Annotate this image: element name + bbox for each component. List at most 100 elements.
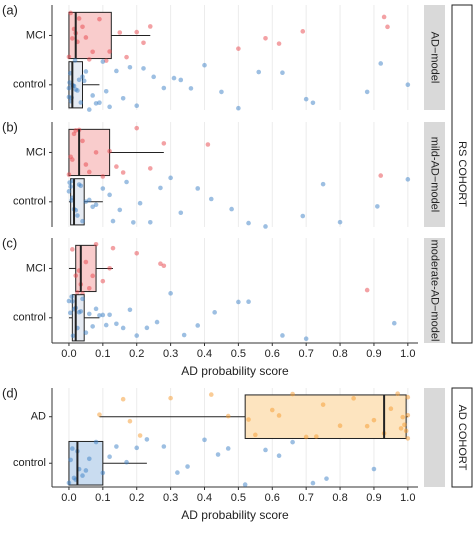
data-point: [405, 177, 411, 182]
data-point: [303, 96, 309, 102]
data-point: [124, 179, 129, 185]
data-point: [97, 313, 102, 318]
data-point: [134, 333, 140, 338]
data-point: [97, 16, 102, 22]
data-point: [388, 406, 394, 412]
data-point: [158, 185, 163, 191]
data-point: [86, 311, 92, 317]
data-point: [385, 24, 390, 30]
y-tick-label: control: [13, 457, 46, 469]
data-point: [134, 125, 140, 131]
data-point: [90, 93, 95, 98]
cohort-label: AD COHORT: [456, 405, 468, 471]
data-point: [269, 407, 275, 413]
data-point: [263, 35, 268, 41]
data-point: [72, 58, 78, 63]
x-tick-label: 0.5: [231, 348, 246, 360]
data-point: [97, 100, 102, 105]
data-point: [80, 24, 85, 30]
data-point: [76, 77, 82, 83]
data-point: [70, 247, 75, 252]
x-tick-label: 0.3: [163, 348, 178, 360]
data-point: [80, 138, 85, 144]
panel-label: (c): [2, 235, 17, 250]
data-point: [161, 444, 167, 449]
data-point: [202, 437, 207, 443]
strip-background: [424, 122, 445, 227]
data-point: [93, 241, 99, 247]
data-point: [256, 69, 262, 75]
data-point: [83, 69, 89, 74]
x-axis-title: AD probability score: [181, 364, 289, 378]
data-point: [276, 453, 282, 458]
data-point: [110, 218, 116, 224]
data-point: [303, 434, 309, 440]
x-tick-label: 0.0: [61, 348, 76, 360]
x-tick-label: 0.2: [129, 492, 144, 504]
x-tick-label: 0.0: [61, 492, 76, 504]
data-point: [300, 213, 306, 219]
data-point: [71, 131, 77, 137]
data-point: [86, 107, 92, 112]
data-point: [70, 157, 75, 162]
data-point: [83, 35, 89, 40]
data-point: [178, 210, 184, 216]
x-tick-label: 0.4: [197, 492, 212, 504]
data-point: [141, 66, 146, 71]
data-point: [242, 482, 248, 487]
strip-label: moderate-AD−model: [429, 240, 441, 342]
data-point: [134, 103, 140, 109]
data-point: [107, 265, 112, 271]
data-point: [215, 452, 221, 457]
strip-label: AD−model: [429, 32, 441, 84]
data-point: [171, 75, 177, 81]
data-point: [83, 162, 89, 167]
strip-background: [424, 5, 445, 110]
data-point: [337, 423, 343, 429]
data-point: [351, 396, 356, 401]
data-point: [246, 299, 251, 305]
cohort-strip: [451, 387, 473, 488]
data-point: [100, 59, 106, 64]
data-point: [154, 319, 160, 325]
data-point: [70, 299, 75, 304]
data-point: [276, 413, 282, 418]
data-point: [100, 278, 106, 284]
data-point: [246, 417, 251, 422]
data-point: [100, 312, 106, 318]
data-point: [66, 298, 72, 304]
data-point: [378, 173, 384, 178]
data-point: [371, 417, 377, 423]
data-point: [134, 29, 140, 35]
data-point: [81, 78, 87, 84]
data-point: [205, 142, 211, 147]
strip-background: [424, 238, 445, 343]
strip-label: mild-AD−model: [429, 137, 441, 213]
data-point: [280, 333, 285, 338]
data-point: [67, 180, 72, 185]
data-point: [70, 446, 75, 451]
data-point: [364, 89, 370, 95]
data-point: [324, 476, 329, 481]
data-point: [83, 468, 89, 473]
data-point: [290, 391, 295, 397]
x-tick-label: 0.4: [197, 348, 212, 360]
y-tick-label: control: [13, 196, 46, 208]
panel-label: (b): [2, 119, 18, 134]
panel-label: (a): [2, 2, 18, 17]
data-point: [208, 196, 214, 202]
data-point: [225, 413, 231, 419]
data-point: [137, 200, 143, 206]
data-point: [68, 310, 73, 316]
data-point: [168, 291, 173, 296]
data-point: [303, 336, 309, 342]
data-point: [120, 325, 126, 331]
data-point: [68, 457, 73, 463]
cohort-label: RS COHORT: [456, 141, 468, 207]
data-point: [124, 459, 129, 465]
data-point: [320, 402, 326, 407]
data-point: [90, 273, 95, 279]
data-point: [314, 434, 319, 439]
data-point: [78, 100, 84, 105]
data-point: [120, 396, 126, 402]
